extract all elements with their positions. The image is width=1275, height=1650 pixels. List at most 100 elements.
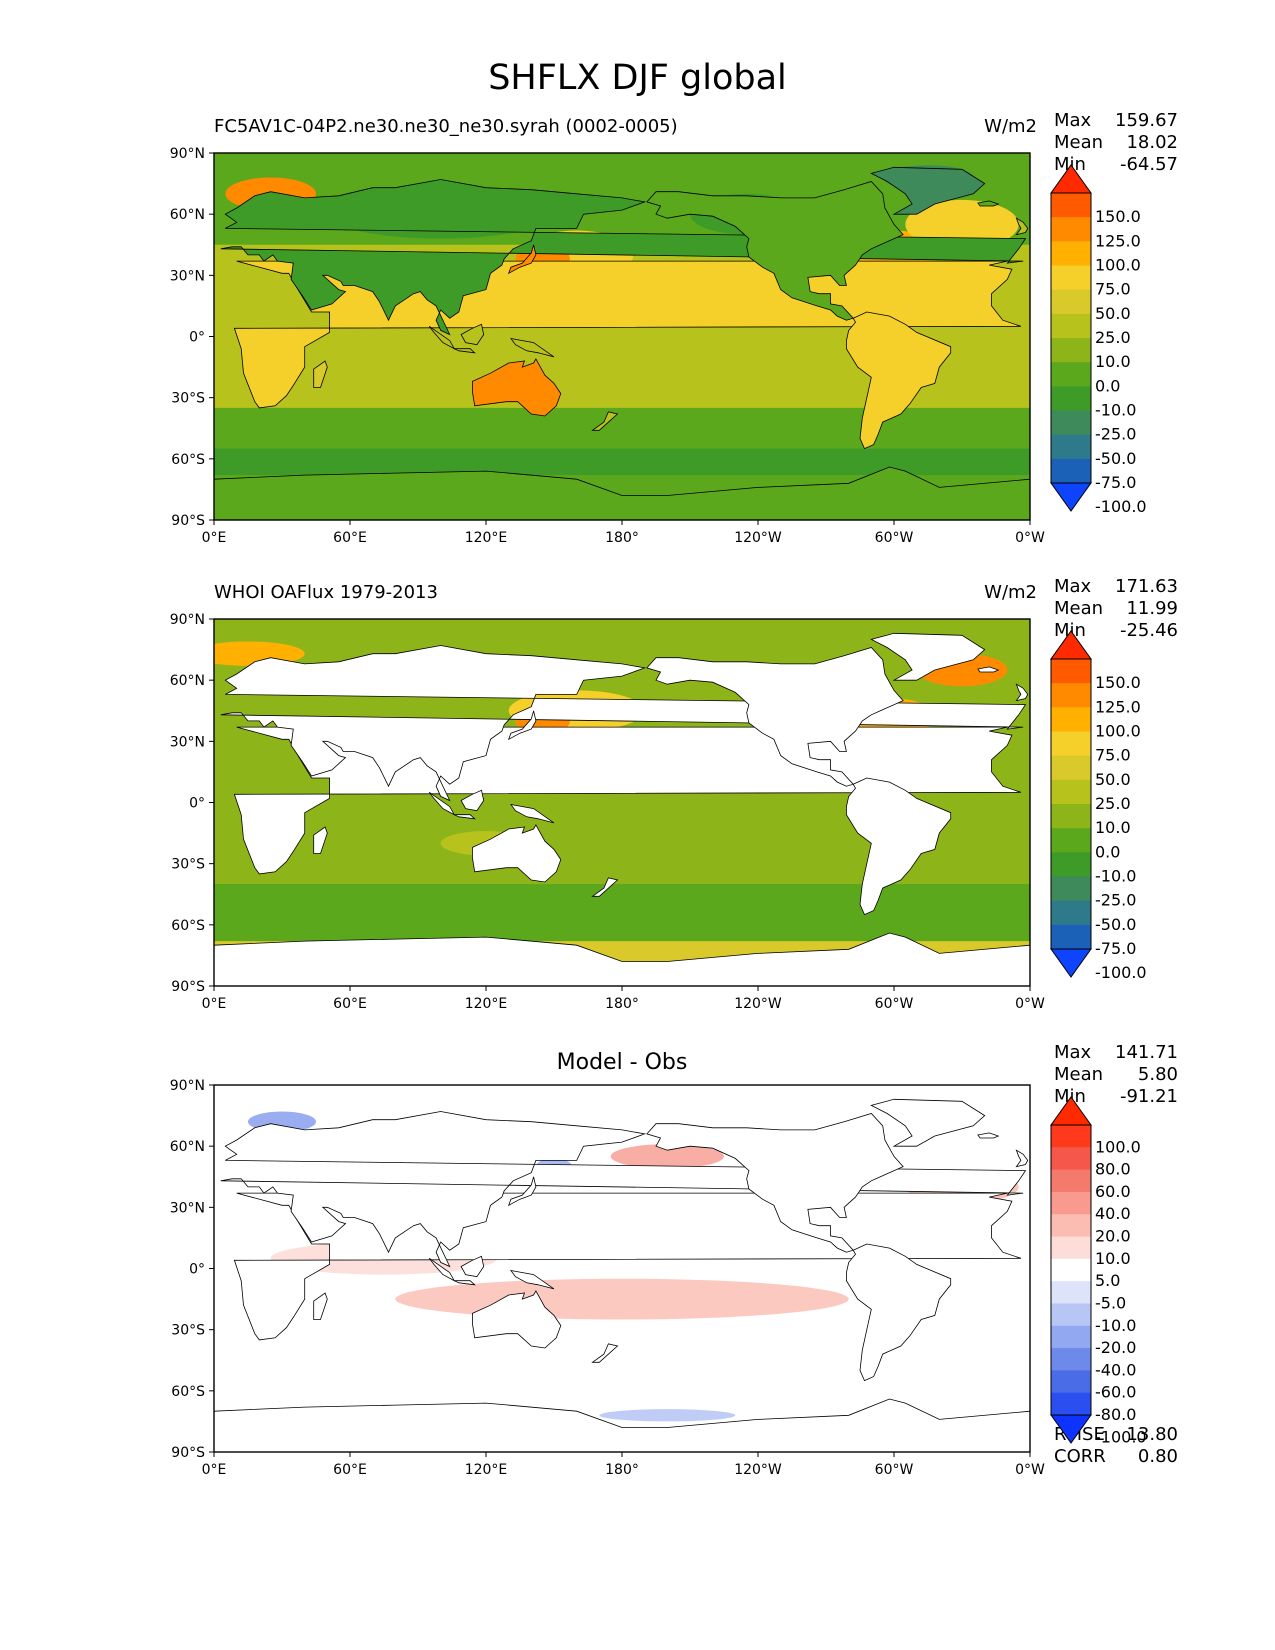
colorbar-segment — [1051, 265, 1091, 291]
x-tick-label: 180° — [605, 996, 639, 1012]
land-outline — [460, 789, 485, 812]
y-tick-label: 30°N — [170, 268, 205, 284]
colorbar-tick-label: -50.0 — [1095, 449, 1136, 468]
x-tick-label: 180° — [605, 530, 639, 546]
colorbar-tick-label: 100.0 — [1095, 722, 1141, 741]
land-outline — [507, 710, 537, 741]
colorbar-segment — [1051, 289, 1091, 315]
land-outline — [646, 647, 904, 787]
colorbar-tick-label: 100.0 — [1095, 1137, 1141, 1156]
x-tick-label: 0°E — [202, 1462, 227, 1478]
colorbar-tick-label: -20.0 — [1095, 1338, 1136, 1357]
colorbar: 150.0 125.0 100.0 75.0 50.0 25.0 10.0 0.0 -10.0 -… — [1050, 630, 1147, 982]
y-tick-label: 90°N — [170, 612, 205, 628]
colorbar-tick-label: 125.0 — [1095, 697, 1141, 716]
land-outline — [313, 1292, 328, 1320]
panel-obs-header: WHOI OAFlux 1979-2013 — [214, 582, 438, 603]
stat-label: Max — [1054, 576, 1092, 597]
colorbar-segment — [1051, 386, 1091, 411]
land-outline — [428, 1257, 456, 1282]
land-outline — [214, 466, 1030, 520]
land-outline — [471, 358, 562, 417]
colorbar-tick-label: -10.0 — [1095, 401, 1136, 420]
colorbar-extend-max — [1050, 164, 1092, 194]
land-outline — [591, 877, 619, 897]
colorbar-tick-label: -100.0 — [1095, 963, 1147, 982]
land-outline — [870, 1098, 986, 1147]
y-tick-label: 30°N — [170, 734, 205, 750]
colorbar-tick-label: 75.0 — [1095, 280, 1131, 299]
y-tick-label: 30°S — [171, 1323, 205, 1339]
stat-label: Max — [1054, 1042, 1092, 1063]
land-outline — [471, 1290, 562, 1349]
x-tick-label: 60°E — [333, 530, 367, 546]
colorbar-tick-label: -60.0 — [1095, 1383, 1136, 1402]
land-outline — [313, 360, 328, 388]
stat-value: 159.67 — [1115, 110, 1178, 131]
land-outline — [509, 803, 555, 824]
land-outline — [846, 1243, 952, 1382]
stat-label: CORR — [1054, 1446, 1106, 1467]
figure-title: SHFLX DJF global — [488, 58, 787, 98]
land-outline — [454, 814, 476, 820]
y-tick-label: 90°S — [171, 1445, 205, 1461]
map-axes: 0°E 60°E 120°E 180° 120°W 60°W 0°W 90°N 60°N 30°N… — [170, 1078, 1045, 1478]
colorbar-tick-label: -5.0 — [1095, 1293, 1126, 1312]
colorbar-segment — [1051, 313, 1091, 339]
colorbar-tick-label: -25.0 — [1095, 425, 1136, 444]
x-tick-label: 0°E — [202, 996, 227, 1012]
map-field — [214, 1085, 1030, 1452]
colorbar-tick-label: 125.0 — [1095, 231, 1141, 250]
land-outline — [454, 348, 476, 354]
stat-label: Min — [1054, 620, 1086, 641]
land-outline — [220, 1111, 1027, 1268]
x-tick-label: 120°E — [465, 1462, 508, 1478]
land-outline — [977, 200, 1000, 207]
colorbar-tick-label: 100.0 — [1095, 256, 1141, 275]
stat-value: 11.99 — [1126, 598, 1178, 619]
map-field — [214, 619, 1030, 986]
panel-diff-error-stats: RMSE 13.80 CORR 0.80 — [1054, 1424, 1178, 1468]
x-tick-label: 0°W — [1015, 996, 1045, 1012]
colorbar-tick-label: 25.0 — [1095, 794, 1131, 813]
x-tick-label: 0°E — [202, 530, 227, 546]
colorbar-segment — [1051, 1236, 1091, 1260]
land-outline — [591, 1343, 619, 1363]
stat-value: -64.57 — [1119, 154, 1178, 175]
land-outline — [460, 1255, 485, 1278]
colorbar-segment — [1051, 731, 1091, 757]
x-tick-label: 60°W — [875, 1462, 914, 1478]
colorbar-segment — [1051, 1392, 1091, 1416]
map-field — [214, 153, 1030, 520]
colorbar-tick-label: 5.0 — [1095, 1271, 1120, 1290]
stat-label: Mean — [1054, 598, 1104, 619]
x-tick-label: 0°W — [1015, 1462, 1045, 1478]
colorbar-segment — [1051, 924, 1091, 950]
colorbar-tick-label: -100.0 — [1095, 1427, 1147, 1446]
colorbar: 100.0 80.0 60.0 40.0 20.0 10.0 5.0 -5.0 -10.0 -20… — [1050, 1096, 1147, 1446]
stat-label: Mean — [1054, 1064, 1104, 1085]
stat-value: 13.80 — [1126, 1424, 1178, 1445]
colorbar-frame — [1050, 1124, 1092, 1416]
x-tick-label: 0°W — [1015, 530, 1045, 546]
colorbar-extend-min — [1050, 482, 1092, 512]
colorbar-tick-label: 60.0 — [1095, 1182, 1131, 1201]
land-outline — [509, 1269, 555, 1290]
panel-model-stats: Max 159.67 Mean 18.02 Min -64.57 — [1054, 110, 1178, 176]
colorbar-segment — [1051, 410, 1091, 436]
panel-model-plot: 0°E 60°E 120°E 180° 120°W 60°W 0°W 90°N 60°N 30°N… — [170, 146, 1147, 546]
colorbar-segment — [1051, 1348, 1091, 1371]
colorbar-segment — [1051, 1191, 1091, 1215]
colorbar-tick-label: -50.0 — [1095, 915, 1136, 934]
y-tick-label: 30°N — [170, 1200, 205, 1216]
y-tick-label: 90°N — [170, 1078, 205, 1094]
colorbar-segment — [1051, 434, 1091, 460]
stat-value: -91.21 — [1119, 1086, 1178, 1107]
colorbar-segment — [1051, 362, 1091, 387]
colorbar-segment — [1051, 217, 1091, 242]
colorbar-tick-label: 150.0 — [1095, 207, 1141, 226]
x-tick-label: 120°E — [465, 530, 508, 546]
land-outline — [977, 666, 1000, 673]
land-outline — [460, 323, 485, 346]
y-tick-label: 90°N — [170, 146, 205, 162]
